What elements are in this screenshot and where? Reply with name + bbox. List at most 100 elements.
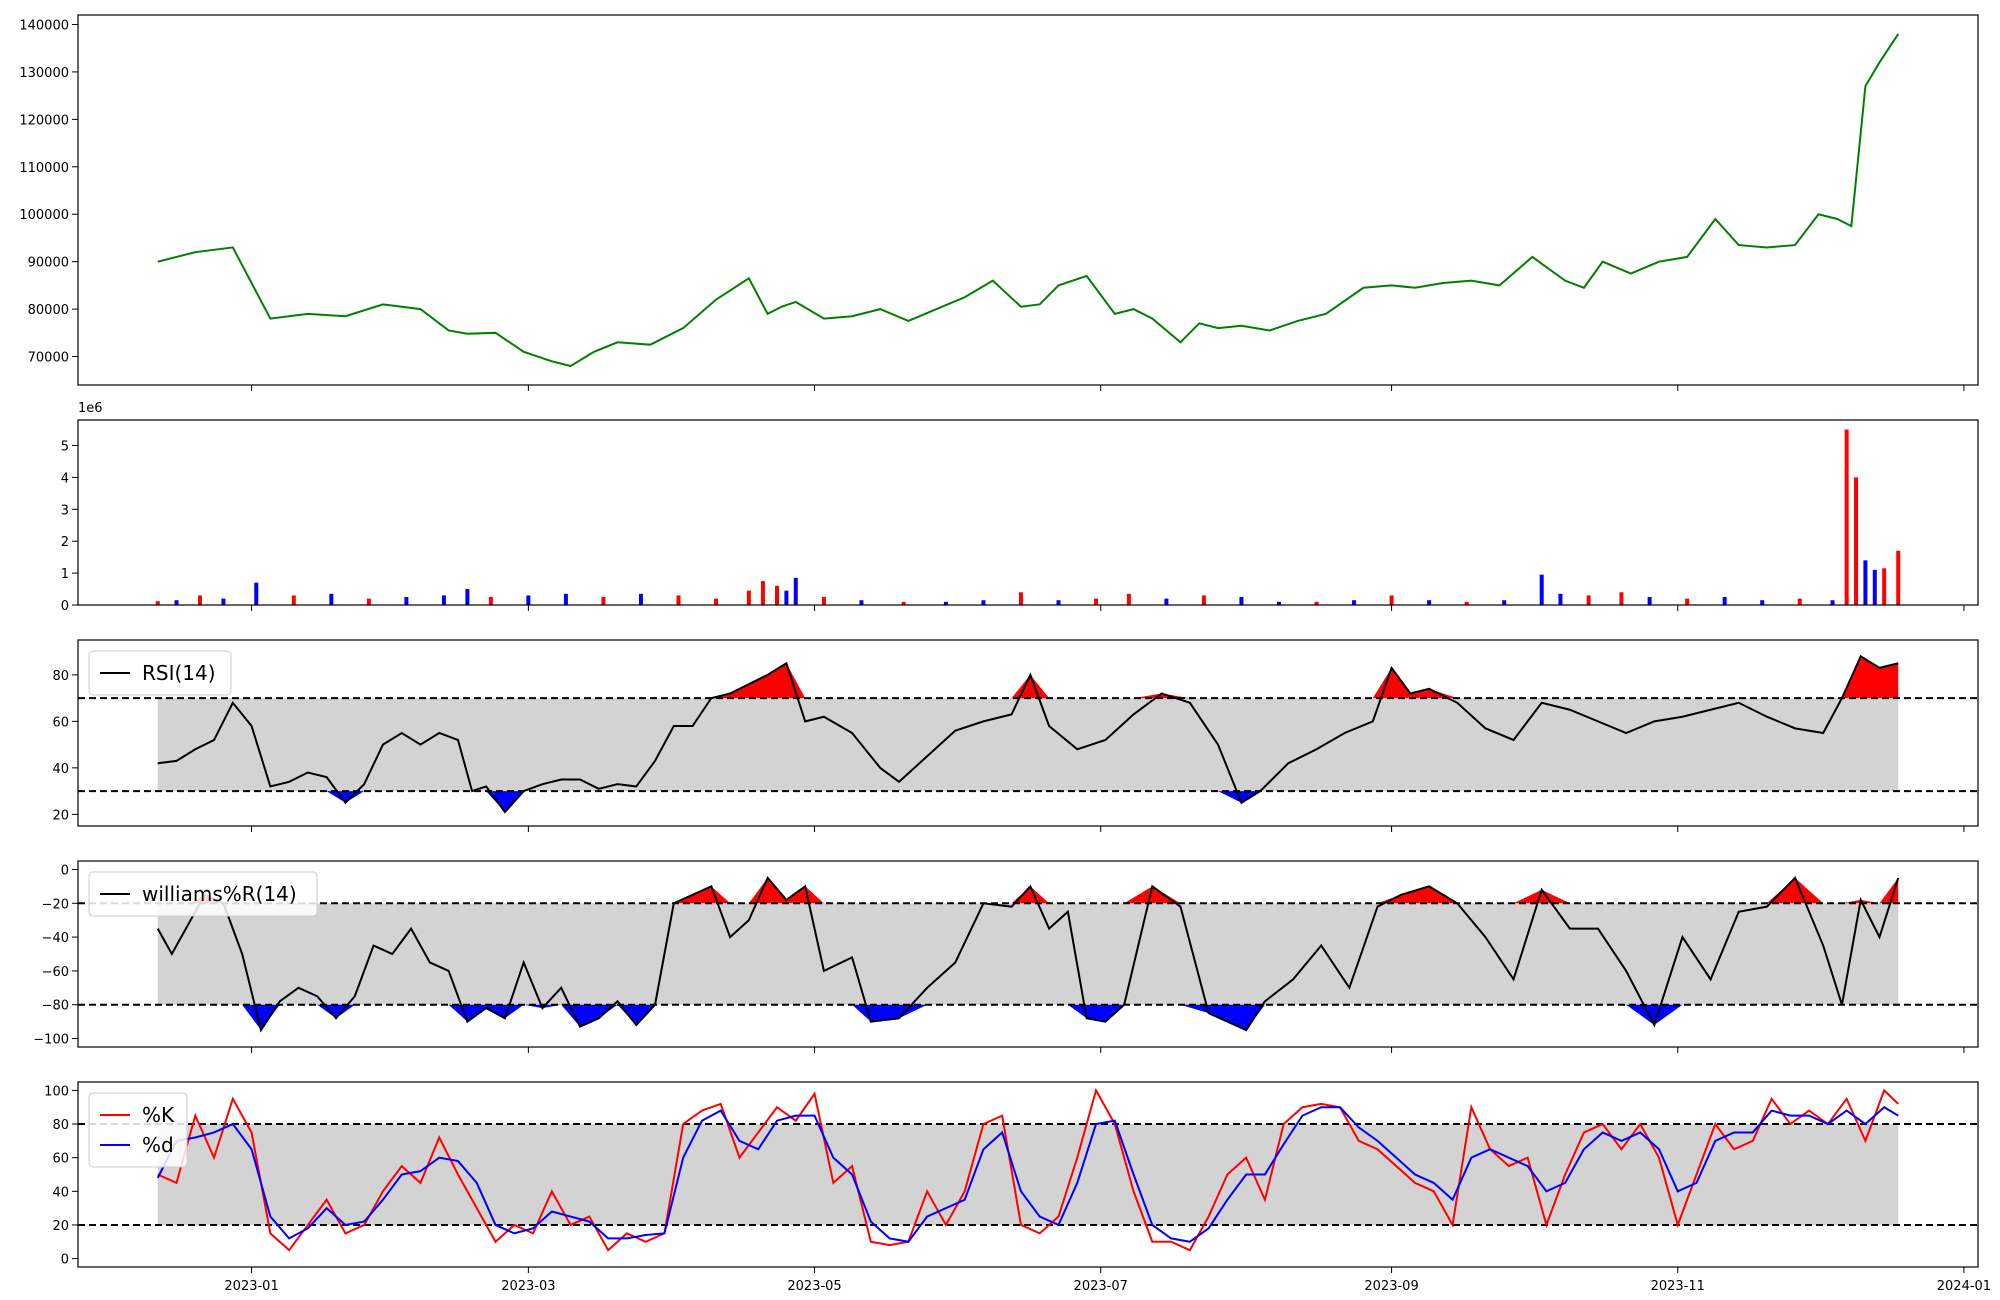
volume-bar [676, 595, 681, 605]
legend-frame [88, 1092, 188, 1168]
plot-area-williams [78, 876, 1978, 1033]
y-tick-label: 2 [61, 535, 69, 550]
volume-bar [1502, 600, 1507, 605]
x-tick-label: 2023-03 [501, 1279, 555, 1294]
x-tick-label: 2023-05 [787, 1279, 841, 1294]
volume-bar [404, 597, 409, 605]
panel-rsi: 20 40 60 80 RSI(14) [52, 639, 1979, 832]
neutral-band [157, 698, 1899, 792]
y-tick-label: 120000 [19, 113, 69, 128]
volume-bar [901, 601, 906, 605]
y-tick-label: 20 [52, 1219, 69, 1234]
indicator-line [157, 654, 1899, 814]
neutral-band [157, 1124, 1899, 1225]
volume-bar [1872, 569, 1877, 605]
volume-bar [1201, 595, 1206, 605]
volume-bar [601, 597, 606, 605]
x-tick-label: 2024-01 [1937, 1279, 1991, 1294]
volume-bar [775, 585, 780, 605]
indicator-line [156, 876, 1900, 1033]
volume-bar [1619, 592, 1624, 605]
panel-frame-williams [77, 860, 1979, 1048]
legend-frame [88, 871, 318, 917]
panel-price: 70000 80000 90000 100000 110000 120000 130000 1… [19, 14, 1979, 391]
volume-bar [465, 589, 470, 605]
volume-bar [638, 593, 643, 605]
y-tick-label: 5 [61, 440, 69, 455]
volume-scale-label: 1e6 [78, 401, 103, 416]
volume-bar [221, 598, 226, 605]
volume-bar [1464, 601, 1469, 605]
volume-bar [1722, 597, 1727, 605]
y-tick-label: 100 [44, 1084, 69, 1099]
volume-bar [1586, 595, 1591, 605]
legend-label: RSI(14) [142, 661, 216, 685]
panel-volume: 0 1 2 3 4 5 1e6 [61, 401, 1979, 614]
legend-label: williams%R(14) [142, 882, 297, 906]
volume-bar [859, 600, 864, 605]
volume-bar [981, 600, 986, 605]
x-tick-label: 2023-11 [1651, 1279, 1705, 1294]
volume-bar [1760, 600, 1765, 605]
y-tick-label: 90000 [28, 256, 69, 271]
volume-bar [155, 601, 160, 605]
y-tick-label: 40 [52, 1185, 69, 1200]
y-tick-label: 110000 [19, 161, 69, 176]
volume-bar [1427, 600, 1432, 605]
volume-bar [1863, 560, 1868, 605]
y-tick-label: 1 [61, 567, 69, 582]
volume-bar [1314, 601, 1319, 605]
volume-bar [526, 595, 531, 605]
volume-bar [1164, 598, 1169, 605]
y-tick-label: 100000 [19, 208, 69, 223]
y-tick-label: 0 [61, 863, 69, 878]
volume-bar [1685, 598, 1690, 605]
y-tick-label: 60 [52, 715, 69, 730]
y-tick-label: −60 [42, 965, 69, 980]
volume-bar [1352, 600, 1357, 605]
panel-stoch: 0 20 40 60 80 100 2023-01 2023-03 2023-05 2023-07… [44, 1081, 1991, 1294]
volume-bar [1882, 568, 1887, 605]
y-tick-label: 130000 [19, 66, 69, 81]
volume-bar [943, 601, 948, 605]
williams-legend: williams%R(14) [88, 871, 318, 917]
volume-bar [1896, 550, 1901, 605]
y-tick-label: −100 [33, 1033, 69, 1048]
volume-bar [793, 577, 798, 605]
legend-label: %d [142, 1133, 174, 1157]
oversold-fill [157, 1004, 1899, 1031]
y-tick-label: 60 [52, 1152, 69, 1167]
panel-frame-price [77, 14, 1979, 386]
volume-bar [1830, 600, 1835, 605]
volume-bar [746, 590, 751, 605]
rsi-legend: RSI(14) [88, 650, 232, 696]
y-tick-label: 4 [61, 471, 69, 486]
y-tick-label: 0 [61, 599, 69, 614]
volume-bar [784, 590, 789, 605]
y-tick-label: 70000 [28, 351, 69, 366]
x-tick-label: 2023-07 [1074, 1279, 1128, 1294]
volume-bar [291, 595, 296, 605]
volume-bar [254, 582, 259, 605]
volume-bar [760, 581, 765, 605]
x-tick-label: 2023-09 [1364, 1279, 1418, 1294]
y-tick-label: 80 [52, 1118, 69, 1133]
volume-bar [821, 597, 826, 605]
y-tick-label: 80 [52, 669, 69, 684]
plot-area-rsi [78, 654, 1978, 814]
plot-area-stoch [78, 1087, 1978, 1252]
overbought-fill [157, 656, 1899, 699]
y-tick-label: 40 [52, 762, 69, 777]
neutral-band [157, 903, 1899, 1005]
volume-bar [1844, 429, 1849, 605]
volume-bar [488, 597, 493, 605]
volume-bar [1276, 601, 1281, 605]
y-tick-label: −40 [42, 931, 69, 946]
volume-bar [329, 593, 334, 605]
volume-bar [1094, 598, 1099, 605]
plot-area-price [157, 33, 1900, 368]
d-line [156, 1105, 1899, 1243]
y-tick-label: −80 [42, 999, 69, 1014]
